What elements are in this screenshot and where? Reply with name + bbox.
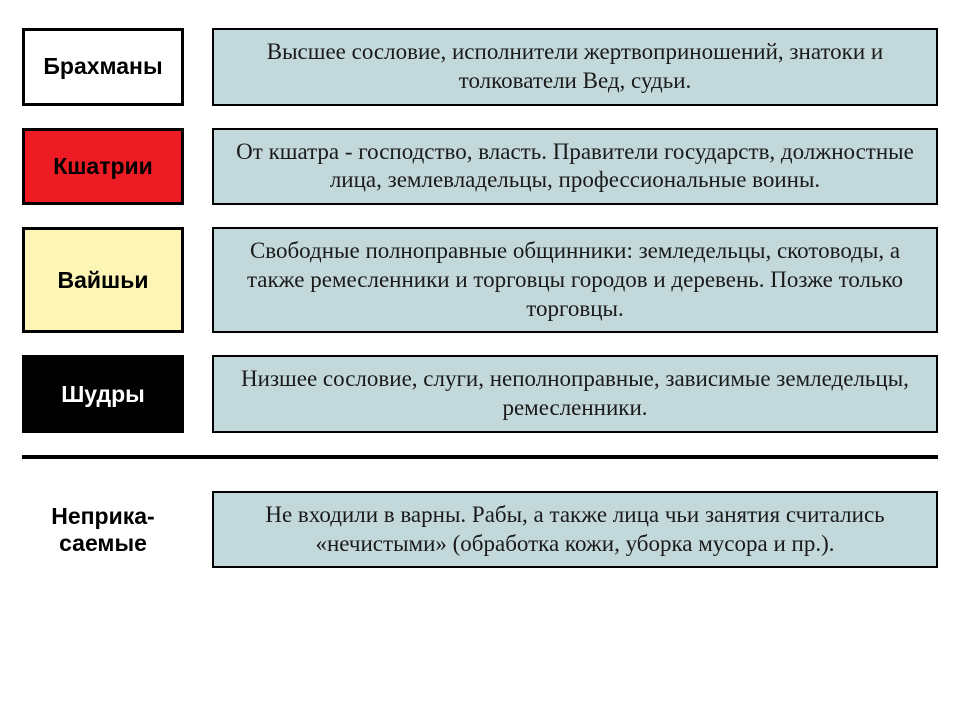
desc-untouchables: Не входили в варны. Рабы, а также лица ч… xyxy=(212,491,938,569)
desc-kshatriyas: От кшатра - господство, власть. Правител… xyxy=(212,128,938,206)
divider-line xyxy=(22,455,938,459)
desc-shudras: Низшее сословие, слуги, неполноправные, … xyxy=(212,355,938,433)
varna-row-kshatriyas: Кшатрии От кшатра - господство, власть. … xyxy=(22,128,938,206)
row-untouchables: Неприка-саемые Не входили в варны. Рабы,… xyxy=(22,491,938,569)
desc-vaishyas: Свободные полноправные общинники: землед… xyxy=(212,227,938,333)
varna-row-vaishyas: Вайшьи Свободные полноправные общинники:… xyxy=(22,227,938,333)
label-shudras: Шудры xyxy=(22,355,184,433)
label-brahmans: Брахманы xyxy=(22,28,184,106)
varna-row-brahmans: Брахманы Высшее сословие, исполнители же… xyxy=(22,28,938,106)
label-kshatriyas: Кшатрии xyxy=(22,128,184,206)
desc-brahmans: Высшее сословие, исполнители жертвоприно… xyxy=(212,28,938,106)
varna-row-shudras: Шудры Низшее сословие, слуги, неполнопра… xyxy=(22,355,938,433)
label-untouchables: Неприка-саемые xyxy=(22,491,184,569)
label-vaishyas: Вайшьи xyxy=(22,227,184,333)
